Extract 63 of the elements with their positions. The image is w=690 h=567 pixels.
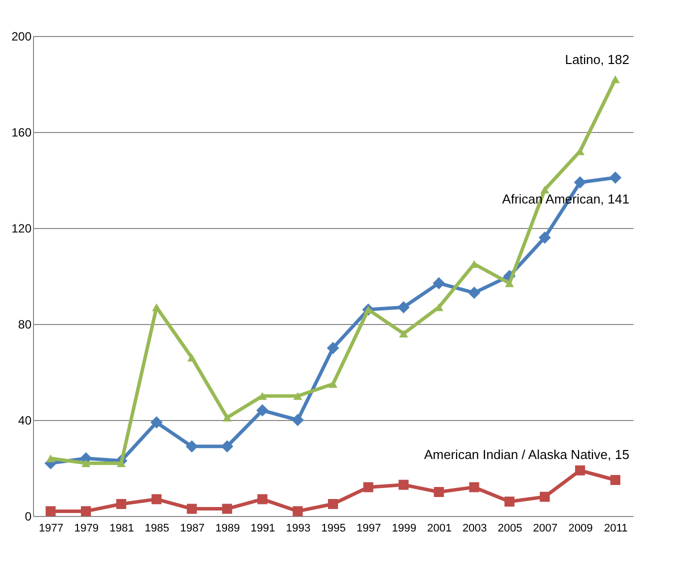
point bbox=[187, 354, 196, 362]
y-tick-label: 0 bbox=[24, 510, 32, 524]
x-tick-label: 1999 bbox=[392, 522, 416, 534]
point bbox=[610, 475, 620, 485]
point bbox=[610, 75, 620, 84]
y-tick-label: 200 bbox=[11, 30, 32, 44]
x-tick-label: 1979 bbox=[74, 522, 99, 534]
point bbox=[150, 416, 163, 429]
point bbox=[81, 459, 90, 468]
x-tick-label: 2007 bbox=[533, 522, 558, 534]
y-tick-label: 160 bbox=[11, 126, 32, 140]
x-tick-label: 1985 bbox=[144, 522, 170, 534]
point bbox=[80, 506, 91, 516]
point bbox=[540, 492, 550, 502]
x-tick-label: 1981 bbox=[109, 522, 134, 534]
point bbox=[186, 504, 197, 514]
point bbox=[46, 506, 56, 516]
point bbox=[292, 414, 304, 426]
point bbox=[469, 482, 480, 492]
x-tick-label: 2009 bbox=[568, 522, 593, 534]
point bbox=[434, 487, 444, 497]
x-tick-label: 2003 bbox=[462, 522, 487, 534]
x-tick-label: 1995 bbox=[321, 522, 346, 534]
x-tick-label: 1993 bbox=[286, 522, 310, 534]
point bbox=[256, 404, 269, 417]
point bbox=[609, 171, 622, 184]
point bbox=[398, 480, 409, 490]
point bbox=[468, 286, 480, 299]
x-tick-label: 1991 bbox=[250, 522, 276, 534]
point bbox=[292, 506, 303, 516]
point bbox=[432, 277, 446, 290]
point bbox=[222, 504, 232, 514]
point bbox=[328, 499, 338, 509]
annotation: Latino, 182 bbox=[565, 52, 630, 68]
point bbox=[328, 380, 338, 388]
point bbox=[397, 301, 410, 314]
x-tick-label: 1997 bbox=[356, 522, 382, 534]
point bbox=[575, 465, 586, 476]
x-tick-label: 1989 bbox=[215, 522, 240, 534]
point bbox=[574, 176, 586, 189]
annotation: American Indian / Alaska Native, 15 bbox=[424, 447, 630, 462]
point bbox=[116, 499, 126, 509]
x-tick-label: 2005 bbox=[498, 522, 522, 534]
point bbox=[363, 482, 374, 492]
point bbox=[222, 414, 232, 422]
point bbox=[538, 231, 551, 244]
y-tick-label: 120 bbox=[11, 222, 32, 236]
x-tick-label: 1977 bbox=[38, 522, 64, 534]
point bbox=[152, 303, 161, 312]
x-tick-label: 2011 bbox=[604, 522, 628, 534]
point bbox=[540, 186, 550, 194]
y-tick-label: 80 bbox=[18, 318, 32, 332]
point bbox=[257, 494, 268, 504]
x-tick-label: 1987 bbox=[180, 522, 205, 534]
y-tick-label: 40 bbox=[18, 414, 32, 428]
point bbox=[293, 392, 302, 400]
point bbox=[326, 342, 340, 354]
point bbox=[186, 440, 198, 453]
point bbox=[152, 494, 162, 504]
point bbox=[399, 330, 408, 338]
x-tick-label: 2001 bbox=[427, 522, 452, 534]
point bbox=[46, 454, 56, 462]
point bbox=[504, 496, 514, 507]
